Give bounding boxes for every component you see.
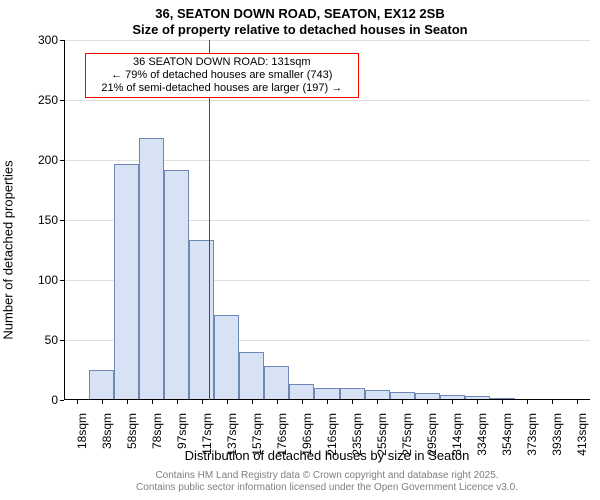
- y-tick-label: 250: [38, 93, 58, 107]
- histogram-bar: [264, 366, 289, 400]
- y-axis-line: [64, 40, 65, 400]
- histogram-bar: [164, 170, 189, 400]
- x-tick-mark: [427, 400, 428, 404]
- x-tick-mark: [202, 400, 203, 404]
- x-tick-label: 97sqm: [175, 413, 189, 449]
- x-tick-label: 38sqm: [100, 413, 114, 449]
- x-tick-mark: [477, 400, 478, 404]
- y-tick-label: 200: [38, 153, 58, 167]
- y-tick-label: 50: [45, 333, 58, 347]
- chart-container: 36, SEATON DOWN ROAD, SEATON, EX12 2SB S…: [0, 0, 600, 500]
- x-axis-label: Distribution of detached houses by size …: [64, 448, 590, 463]
- x-tick-mark: [177, 400, 178, 404]
- x-tick-mark: [327, 400, 328, 404]
- chart-title-line1: 36, SEATON DOWN ROAD, SEATON, EX12 2SB: [0, 6, 600, 21]
- x-tick-label: 78sqm: [150, 413, 164, 449]
- x-axis-line: [64, 399, 590, 400]
- gridline: [64, 40, 590, 41]
- annotation-box: 36 SEATON DOWN ROAD: 131sqm← 79% of deta…: [85, 53, 359, 99]
- x-tick-label: 58sqm: [125, 413, 139, 449]
- x-tick-mark: [152, 400, 153, 404]
- plot-area: 05010015020025030018sqm38sqm58sqm78sqm97…: [64, 40, 590, 400]
- x-tick-mark: [452, 400, 453, 404]
- y-tick-label: 150: [38, 213, 58, 227]
- footer-line2: Contains public sector information licen…: [64, 482, 590, 493]
- y-axis-label: Number of detached properties: [1, 160, 16, 339]
- x-tick-mark: [227, 400, 228, 404]
- x-tick-mark: [127, 400, 128, 404]
- histogram-bar: [139, 138, 164, 400]
- y-tick-label: 300: [38, 33, 58, 47]
- histogram-bar: [239, 352, 264, 400]
- y-tick-label: 100: [38, 273, 58, 287]
- annotation-line: 21% of semi-detached houses are larger (…: [90, 82, 354, 95]
- x-tick-mark: [302, 400, 303, 404]
- x-tick-mark: [377, 400, 378, 404]
- y-tick-label: 0: [51, 393, 58, 407]
- x-tick-mark: [277, 400, 278, 404]
- gridline: [64, 100, 590, 101]
- x-tick-mark: [552, 400, 553, 404]
- annotation-line: ← 79% of detached houses are smaller (74…: [90, 69, 354, 82]
- x-tick-mark: [577, 400, 578, 404]
- footer-line1: Contains HM Land Registry data © Crown c…: [64, 470, 590, 481]
- histogram-bar: [214, 315, 239, 400]
- histogram-bar: [289, 384, 314, 400]
- x-tick-mark: [402, 400, 403, 404]
- x-tick-label: 18sqm: [75, 413, 89, 449]
- histogram-bar: [114, 164, 139, 400]
- x-tick-mark: [352, 400, 353, 404]
- x-tick-mark: [252, 400, 253, 404]
- x-tick-mark: [77, 400, 78, 404]
- annotation-line: 36 SEATON DOWN ROAD: 131sqm: [90, 56, 354, 69]
- histogram-bar: [89, 370, 114, 400]
- x-tick-mark: [527, 400, 528, 404]
- y-tick-mark: [60, 400, 64, 401]
- histogram-bar: [189, 240, 214, 400]
- x-tick-mark: [502, 400, 503, 404]
- chart-title-line2: Size of property relative to detached ho…: [0, 22, 600, 37]
- x-tick-mark: [102, 400, 103, 404]
